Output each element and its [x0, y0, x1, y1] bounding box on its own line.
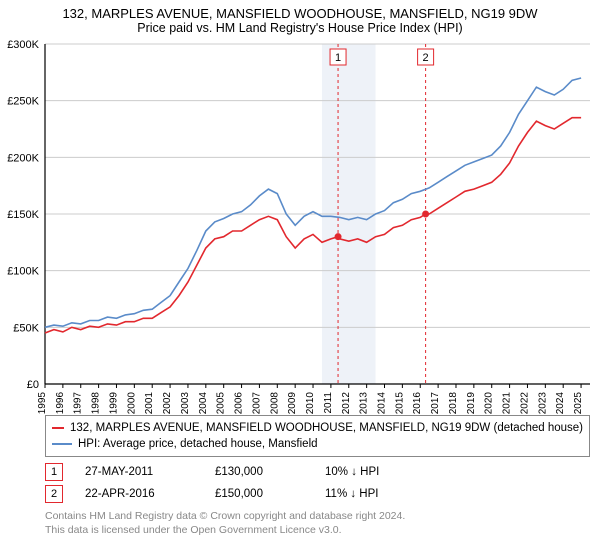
marker-delta: 10% ↓ HPI — [325, 466, 425, 478]
marker-date: 27-MAY-2011 — [85, 466, 215, 478]
y-tick-label: £200K — [7, 152, 39, 164]
x-tick-label: 2020 — [484, 392, 495, 415]
legend-swatch — [52, 427, 64, 429]
legend-swatch — [52, 443, 72, 445]
x-tick-label: 2010 — [305, 392, 316, 415]
x-tick-label: 2014 — [377, 392, 388, 415]
series-property — [45, 118, 581, 333]
marker-dot — [422, 211, 429, 218]
marker-label-text: 1 — [335, 52, 341, 64]
x-tick-label: 2016 — [412, 392, 423, 415]
x-tick-label: 2018 — [448, 392, 459, 415]
x-tick-label: 2004 — [198, 392, 209, 415]
marker-dot — [335, 233, 342, 240]
x-tick-label: 2011 — [323, 392, 334, 414]
y-tick-label: £150K — [7, 209, 39, 221]
x-tick-label: 1999 — [108, 392, 119, 415]
x-tick-label: 1996 — [55, 392, 66, 415]
x-tick-label: 1998 — [91, 392, 102, 415]
x-tick-label: 2023 — [537, 392, 548, 415]
x-tick-label: 2019 — [466, 392, 477, 415]
x-tick-label: 2021 — [502, 392, 513, 415]
footnote: Contains HM Land Registry data © Crown c… — [45, 509, 590, 537]
footnote-line2: This data is licensed under the Open Gov… — [45, 523, 590, 537]
marker-delta: 11% ↓ HPI — [325, 488, 425, 500]
legend-item: HPI: Average price, detached house, Mans… — [52, 436, 583, 452]
footnote-line1: Contains HM Land Registry data © Crown c… — [45, 509, 590, 523]
chart-title: 132, MARPLES AVENUE, MANSFIELD WOODHOUSE… — [0, 0, 600, 21]
x-tick-label: 1997 — [73, 392, 84, 415]
series-hpi — [45, 78, 581, 327]
x-tick-label: 1995 — [37, 392, 48, 415]
y-tick-label: £250K — [7, 96, 39, 108]
marker-price: £150,000 — [215, 488, 325, 500]
legend-label: 132, MARPLES AVENUE, MANSFIELD WOODHOUSE… — [70, 422, 583, 434]
y-tick-label: £50K — [13, 322, 39, 334]
y-tick-label: £0 — [27, 379, 39, 391]
x-tick-label: 2015 — [394, 392, 405, 415]
marker-row: 1 27-MAY-2011£130,00010% ↓ HPI — [45, 461, 590, 483]
x-tick-label: 2022 — [519, 392, 530, 415]
chart-subtitle: Price paid vs. HM Land Registry's House … — [0, 21, 600, 39]
x-tick-label: 2009 — [287, 392, 298, 415]
chart-plot-area: £0£50K£100K£150K£200K£250K£300K199519961… — [45, 39, 590, 409]
marker-table: 1 27-MAY-2011£130,00010% ↓ HPI 2 22-APR-201… — [45, 461, 590, 505]
y-tick-label: £100K — [7, 266, 39, 278]
x-tick-label: 2001 — [144, 392, 155, 415]
x-tick-label: 2025 — [573, 392, 584, 415]
y-tick-label: £300K — [7, 39, 39, 51]
x-tick-label: 2007 — [251, 392, 262, 415]
marker-date: 22-APR-2016 — [85, 488, 215, 500]
x-tick-label: 2013 — [359, 392, 370, 415]
x-tick-label: 2012 — [341, 392, 352, 415]
chart-container: 132, MARPLES AVENUE, MANSFIELD WOODHOUSE… — [0, 0, 600, 537]
marker-id-box: 1 — [45, 463, 63, 481]
x-tick-label: 2024 — [555, 392, 566, 415]
marker-id-box: 2 — [45, 485, 63, 503]
legend-item: 132, MARPLES AVENUE, MANSFIELD WOODHOUSE… — [52, 420, 583, 436]
x-tick-label: 2008 — [269, 392, 280, 415]
x-tick-label: 2002 — [162, 392, 173, 415]
legend: 132, MARPLES AVENUE, MANSFIELD WOODHOUSE… — [45, 415, 590, 457]
legend-label: HPI: Average price, detached house, Mans… — [78, 438, 318, 450]
chart-svg: £0£50K£100K£150K£200K£250K£300K199519961… — [45, 39, 590, 409]
x-tick-label: 2005 — [216, 392, 227, 415]
x-tick-label: 2003 — [180, 392, 191, 415]
marker-price: £130,000 — [215, 466, 325, 478]
x-tick-label: 2017 — [430, 392, 441, 415]
x-tick-label: 2006 — [234, 392, 245, 415]
marker-label-text: 2 — [423, 52, 429, 64]
x-tick-label: 2000 — [126, 392, 137, 415]
marker-row: 2 22-APR-2016£150,00011% ↓ HPI — [45, 483, 590, 505]
